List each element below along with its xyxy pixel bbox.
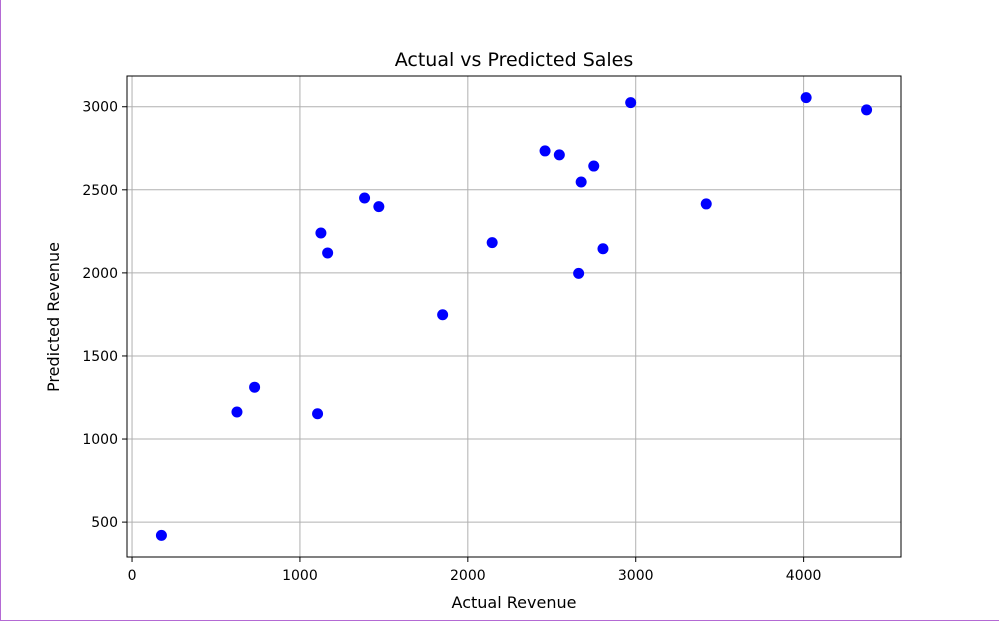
data-point: [700, 198, 712, 210]
data-point: [553, 149, 565, 161]
chart-title: Actual vs Predicted Sales: [395, 49, 634, 71]
data-point: [315, 227, 327, 239]
y-tick-label: 2500: [82, 183, 118, 199]
data-point: [575, 176, 587, 188]
data-point: [539, 145, 551, 157]
grid-lines: [127, 76, 901, 557]
data-point: [573, 267, 585, 279]
data-point: [249, 381, 261, 393]
y-tick-label: 1000: [82, 432, 118, 448]
y-tick-label: 500: [91, 515, 118, 531]
data-point: [861, 104, 873, 116]
x-tick-label: 3000: [618, 568, 654, 584]
data-point: [322, 247, 334, 259]
data-point: [359, 192, 371, 204]
x-tick-label: 1000: [282, 568, 318, 584]
y-tick-label: 2000: [82, 266, 118, 282]
data-point: [155, 529, 167, 541]
y-tick-label: 3000: [82, 100, 118, 116]
data-point: [373, 201, 385, 213]
plot-area-frame: [126, 75, 902, 558]
x-tick-label: 0: [128, 568, 137, 584]
data-points: [155, 92, 873, 541]
data-point: [231, 406, 243, 418]
data-point: [486, 237, 498, 249]
x-tick-label: 4000: [786, 568, 822, 584]
data-point: [800, 92, 812, 104]
axis-ticks: 0 1000 2000 3000 4000 500 1000 1500 2000 2500 3000: [82, 100, 821, 584]
data-point: [437, 309, 449, 321]
data-point: [625, 97, 637, 109]
x-tick-label: 2000: [450, 568, 486, 584]
y-axis-title: Predicted Revenue: [44, 242, 63, 392]
y-tick-label: 1500: [82, 349, 118, 365]
data-point: [588, 160, 600, 172]
x-axis-title: Actual Revenue: [452, 593, 577, 612]
data-point: [312, 408, 324, 420]
data-point: [597, 243, 609, 255]
